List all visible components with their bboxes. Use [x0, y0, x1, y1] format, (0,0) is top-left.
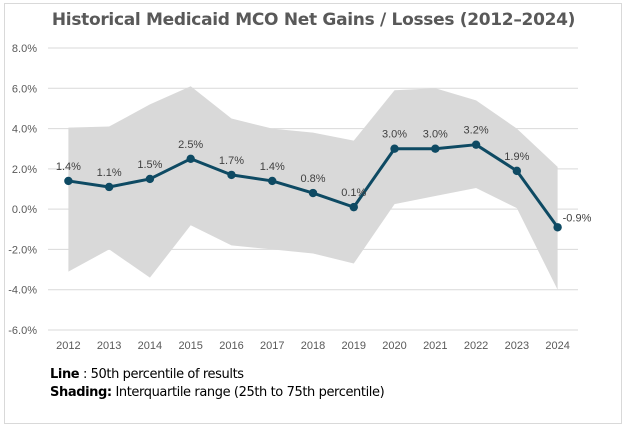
y-tick-label: -2.0% — [8, 244, 37, 256]
data-label: 1.4% — [260, 161, 285, 173]
x-tick-label: 2021 — [423, 340, 447, 352]
data-point — [349, 202, 358, 212]
x-tick-label: 2012 — [56, 340, 80, 352]
data-point — [308, 188, 318, 198]
x-tick-label: 2015 — [178, 340, 202, 352]
data-point — [431, 144, 440, 153]
data-point — [145, 174, 155, 184]
note-line: Line : 50th percentile of results — [50, 367, 244, 382]
data-label: 3.2% — [464, 125, 489, 137]
data-label: 3.0% — [382, 129, 407, 141]
data-point — [268, 176, 277, 186]
x-tick-label: 2019 — [342, 340, 366, 352]
data-point — [471, 140, 481, 149]
x-tick-label: 2020 — [382, 340, 406, 352]
data-label: 1.5% — [137, 159, 162, 171]
data-point — [512, 166, 522, 176]
y-tick-label: -6.0% — [8, 325, 37, 337]
data-point — [64, 176, 73, 186]
note-shading-text: Interquartile range (25th to 75th percen… — [111, 385, 385, 400]
x-tick-label: 2024 — [545, 340, 569, 352]
data-point — [553, 223, 562, 232]
data-point — [390, 144, 399, 153]
x-tick-label: 2014 — [138, 340, 162, 352]
interquartile-band — [68, 86, 558, 290]
y-tick-label: 6.0% — [12, 83, 37, 95]
data-point — [227, 170, 236, 180]
data-label: 2.5% — [178, 139, 203, 151]
note-line-label: Line — [50, 367, 80, 382]
data-label: 1.9% — [504, 151, 529, 163]
note-shading: Shading: Interquartile range (25th to 75… — [50, 385, 385, 400]
x-tick-label: 2018 — [301, 340, 325, 352]
data-label: 0.1% — [341, 187, 366, 199]
data-point — [186, 154, 195, 163]
x-tick-label: 2022 — [464, 340, 488, 352]
data-label: 1.1% — [97, 167, 122, 179]
y-tick-label: 2.0% — [12, 164, 37, 176]
x-tick-label: 2017 — [260, 340, 284, 352]
data-label: 1.7% — [219, 155, 244, 167]
data-label: 0.8% — [300, 173, 325, 185]
data-label: 1.4% — [56, 161, 81, 173]
note-shading-label: Shading: — [50, 385, 112, 400]
y-tick-label: 4.0% — [12, 124, 37, 136]
note-line-text: : 50th percentile of results — [79, 367, 244, 382]
x-tick-label: 2023 — [505, 340, 529, 352]
y-tick-label: 0.0% — [12, 204, 37, 216]
y-tick-label: 8.0% — [12, 43, 37, 55]
data-point — [104, 182, 114, 192]
data-label: -0.9% — [563, 212, 592, 224]
chart-title: Historical Medicaid MCO Net Gains / Loss… — [51, 10, 576, 30]
y-tick-label: -4.0% — [8, 285, 37, 297]
x-tick-label: 2013 — [97, 340, 121, 352]
data-label: 3.0% — [423, 129, 448, 141]
x-tick-label: 2016 — [219, 340, 243, 352]
